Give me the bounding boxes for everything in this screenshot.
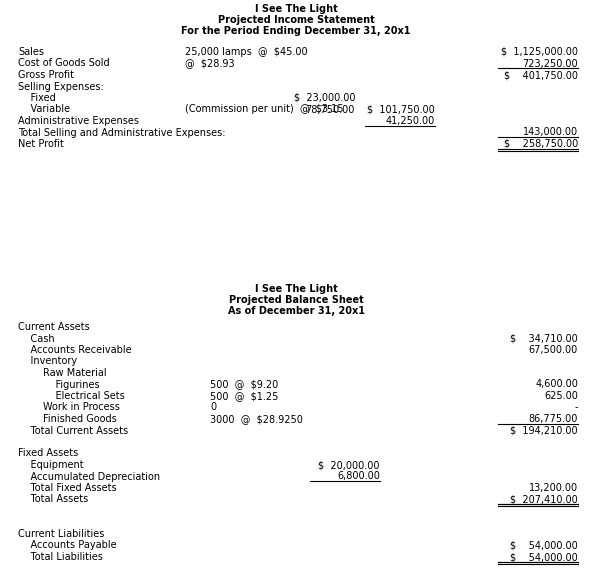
Text: Sales: Sales xyxy=(18,47,44,57)
Text: Projected Balance Sheet: Projected Balance Sheet xyxy=(229,295,364,305)
Text: 13,200.00: 13,200.00 xyxy=(529,483,578,493)
Text: 6,800.00: 6,800.00 xyxy=(337,471,380,481)
Text: 500  @  $1.25: 500 @ $1.25 xyxy=(210,391,278,401)
Text: Total Selling and Administrative Expenses:: Total Selling and Administrative Expense… xyxy=(18,127,225,137)
Text: @  $28.93: @ $28.93 xyxy=(185,59,235,69)
Text: Equipment: Equipment xyxy=(18,460,84,470)
Text: Accounts Receivable: Accounts Receivable xyxy=(18,345,132,355)
Text: 0: 0 xyxy=(210,403,216,413)
Text: Administrative Expenses: Administrative Expenses xyxy=(18,116,139,126)
Text: Raw Material: Raw Material xyxy=(18,368,107,378)
Text: Net Profit: Net Profit xyxy=(18,139,64,149)
Text: Accumulated Depreciation: Accumulated Depreciation xyxy=(18,471,160,481)
Text: 67,500.00: 67,500.00 xyxy=(529,345,578,355)
Text: 25,000 lamps  @  $45.00: 25,000 lamps @ $45.00 xyxy=(185,47,308,57)
Text: Projected Income Statement: Projected Income Statement xyxy=(218,15,374,25)
Text: Total Assets: Total Assets xyxy=(18,495,88,505)
Text: 625.00: 625.00 xyxy=(544,391,578,401)
Text: 78,750.00: 78,750.00 xyxy=(305,105,355,115)
Text: 3000  @  $28.9250: 3000 @ $28.9250 xyxy=(210,414,303,424)
Text: $  23,000.00: $ 23,000.00 xyxy=(294,93,355,103)
Text: Finished Goods: Finished Goods xyxy=(18,414,117,424)
Text: $  101,750.00: $ 101,750.00 xyxy=(367,105,435,115)
Text: As of December 31, 20x1: As of December 31, 20x1 xyxy=(228,306,365,316)
Text: $  194,210.00: $ 194,210.00 xyxy=(511,425,578,435)
Text: 86,775.00: 86,775.00 xyxy=(528,414,578,424)
Text: Figurines: Figurines xyxy=(18,379,100,389)
Text: Work in Process: Work in Process xyxy=(18,403,120,413)
Text: Accounts Payable: Accounts Payable xyxy=(18,541,117,551)
Text: For the Period Ending December 31, 20x1: For the Period Ending December 31, 20x1 xyxy=(181,26,411,36)
Text: Gross Profit: Gross Profit xyxy=(18,70,74,80)
Text: $    54,000.00: $ 54,000.00 xyxy=(510,541,578,551)
Text: $  1,125,000.00: $ 1,125,000.00 xyxy=(501,47,578,57)
Text: I See The Light: I See The Light xyxy=(254,284,337,294)
Text: Fixed Assets: Fixed Assets xyxy=(18,449,78,459)
Text: 143,000.00: 143,000.00 xyxy=(523,127,578,137)
Text: Variable: Variable xyxy=(18,105,70,115)
Text: 500  @  $9.20: 500 @ $9.20 xyxy=(210,379,278,389)
Text: -: - xyxy=(575,403,578,413)
Text: 4,600.00: 4,600.00 xyxy=(535,379,578,389)
Text: Total Current Assets: Total Current Assets xyxy=(18,425,128,435)
Text: Electrical Sets: Electrical Sets xyxy=(18,391,125,401)
Text: $    258,750.00: $ 258,750.00 xyxy=(503,139,578,149)
Text: Current Liabilities: Current Liabilities xyxy=(18,529,104,539)
Text: Cash: Cash xyxy=(18,333,55,343)
Text: 723,250.00: 723,250.00 xyxy=(522,59,578,69)
Text: Inventory: Inventory xyxy=(18,357,77,367)
Text: $  20,000.00: $ 20,000.00 xyxy=(318,460,380,470)
Text: Total Liabilities: Total Liabilities xyxy=(18,552,103,562)
Text: $    34,710.00: $ 34,710.00 xyxy=(510,333,578,343)
Text: Total Fixed Assets: Total Fixed Assets xyxy=(18,483,117,493)
Text: Fixed: Fixed xyxy=(18,93,56,103)
Text: Selling Expenses:: Selling Expenses: xyxy=(18,81,104,91)
Text: 41,250.00: 41,250.00 xyxy=(386,116,435,126)
Text: Current Assets: Current Assets xyxy=(18,322,90,332)
Text: $    54,000.00: $ 54,000.00 xyxy=(510,552,578,562)
Text: (Commission per unit)  @  $3.15: (Commission per unit) @ $3.15 xyxy=(185,105,343,115)
Text: $  207,410.00: $ 207,410.00 xyxy=(510,495,578,505)
Text: I See The Light: I See The Light xyxy=(254,4,337,14)
Text: $    401,750.00: $ 401,750.00 xyxy=(504,70,578,80)
Text: Cost of Goods Sold: Cost of Goods Sold xyxy=(18,59,110,69)
